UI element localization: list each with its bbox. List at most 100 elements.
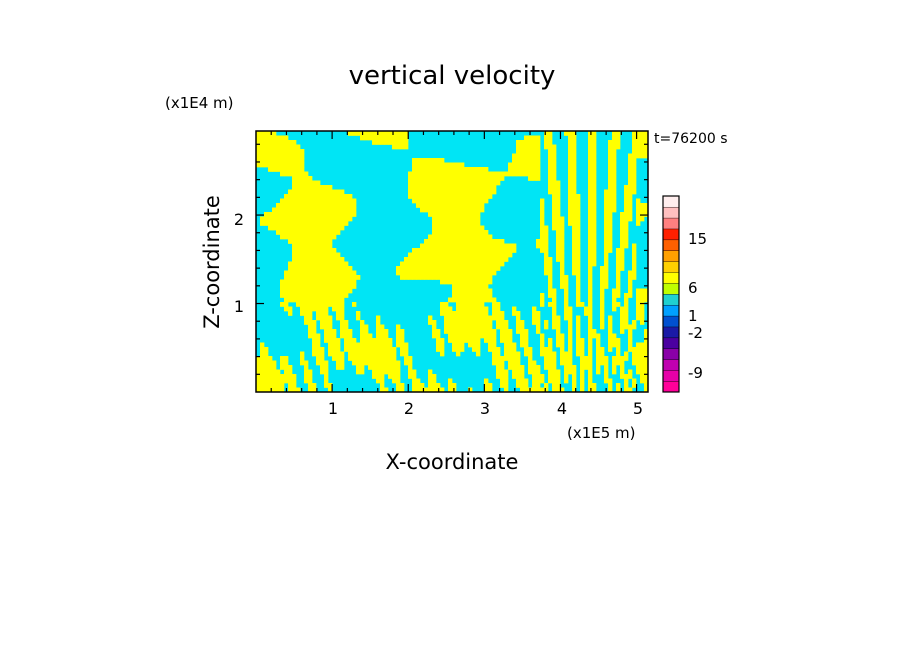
field-cell — [292, 185, 297, 190]
field-cell — [612, 153, 617, 159]
field-cell — [516, 378, 521, 384]
field-cell — [412, 275, 417, 280]
field-cell — [472, 221, 477, 226]
field-cell — [568, 365, 573, 370]
field-cell — [280, 135, 285, 141]
field-cell — [432, 387, 437, 393]
field-cell — [620, 356, 625, 361]
field-cell — [444, 320, 449, 325]
field-cell — [420, 162, 425, 168]
field-cell — [484, 275, 489, 280]
field-cell — [312, 387, 317, 393]
field-cell — [452, 284, 457, 289]
field-cell — [584, 311, 589, 316]
field-cell — [620, 225, 625, 231]
field-cell — [464, 207, 469, 213]
field-cell — [364, 333, 369, 339]
field-cell — [612, 180, 617, 186]
field-cell — [632, 176, 637, 181]
field-cell — [464, 324, 469, 330]
field-cell — [432, 266, 437, 271]
field-cell — [328, 252, 333, 258]
field-cell — [280, 230, 285, 235]
field-cell — [468, 171, 473, 177]
field-cell — [444, 324, 449, 330]
field-cell — [572, 369, 577, 375]
field-cell — [572, 185, 577, 190]
field-cell — [628, 158, 633, 163]
field-cell — [444, 252, 449, 258]
field-cell — [528, 140, 533, 145]
field-cell — [260, 162, 265, 168]
field-cell — [624, 356, 629, 361]
field-cell — [284, 140, 289, 145]
field-cell — [576, 342, 581, 348]
field-cell — [616, 288, 621, 294]
field-cell — [316, 279, 321, 285]
field-cell — [440, 342, 445, 348]
field-cell — [376, 356, 381, 361]
field-cell — [548, 171, 553, 177]
field-cell — [256, 149, 261, 154]
field-cell — [352, 203, 357, 208]
field-cell — [624, 297, 629, 303]
colorbar-swatch — [662, 293, 680, 306]
field-cell — [476, 266, 481, 271]
field-cell — [272, 131, 277, 136]
field-cell — [284, 135, 289, 141]
field-cell — [368, 360, 373, 366]
field-cell — [408, 180, 413, 186]
field-cell — [608, 234, 613, 240]
field-cell — [588, 333, 593, 339]
field-cell — [308, 297, 313, 303]
field-cell — [612, 302, 617, 307]
field-cell — [540, 342, 545, 348]
field-cell — [540, 293, 545, 298]
field-cell — [292, 270, 297, 276]
field-cell — [492, 185, 497, 190]
field-cell — [464, 180, 469, 186]
field-cell — [532, 162, 537, 168]
field-cell — [592, 194, 597, 199]
field-cell — [572, 194, 577, 199]
field-cell — [544, 383, 549, 388]
field-cell — [468, 194, 473, 199]
field-cell — [384, 329, 389, 334]
field-cell — [288, 203, 293, 208]
field-cell — [320, 225, 325, 231]
field-cell — [288, 288, 293, 294]
colorbar-label: -2 — [688, 324, 703, 342]
field-cell — [488, 288, 493, 294]
field-cell — [520, 149, 525, 154]
field-cell — [456, 351, 461, 357]
field-cell — [440, 306, 445, 312]
field-cell — [504, 342, 509, 348]
field-cell — [300, 284, 305, 289]
field-cell — [416, 261, 421, 267]
field-cell — [512, 356, 517, 361]
field-cell — [644, 338, 649, 343]
field-cell — [308, 198, 313, 204]
field-cell — [308, 216, 313, 222]
field-cell — [440, 248, 445, 253]
field-cell — [324, 230, 329, 235]
field-cell — [276, 153, 281, 159]
field-cell — [452, 171, 457, 177]
field-cell — [620, 239, 625, 244]
field-cell — [308, 189, 313, 195]
field-cell — [420, 207, 425, 213]
field-cell — [640, 216, 645, 222]
field-cell — [544, 320, 549, 325]
field-cell — [360, 324, 365, 330]
field-cell — [352, 351, 357, 357]
field-cell — [576, 257, 581, 262]
field-cell — [380, 369, 385, 375]
field-cell — [340, 297, 345, 303]
field-cell — [644, 347, 649, 352]
field-cell — [568, 306, 573, 312]
field-cell — [268, 221, 273, 226]
field-cell — [264, 131, 269, 136]
field-cell — [324, 189, 329, 195]
field-cell — [548, 162, 553, 168]
field-cell — [476, 239, 481, 244]
